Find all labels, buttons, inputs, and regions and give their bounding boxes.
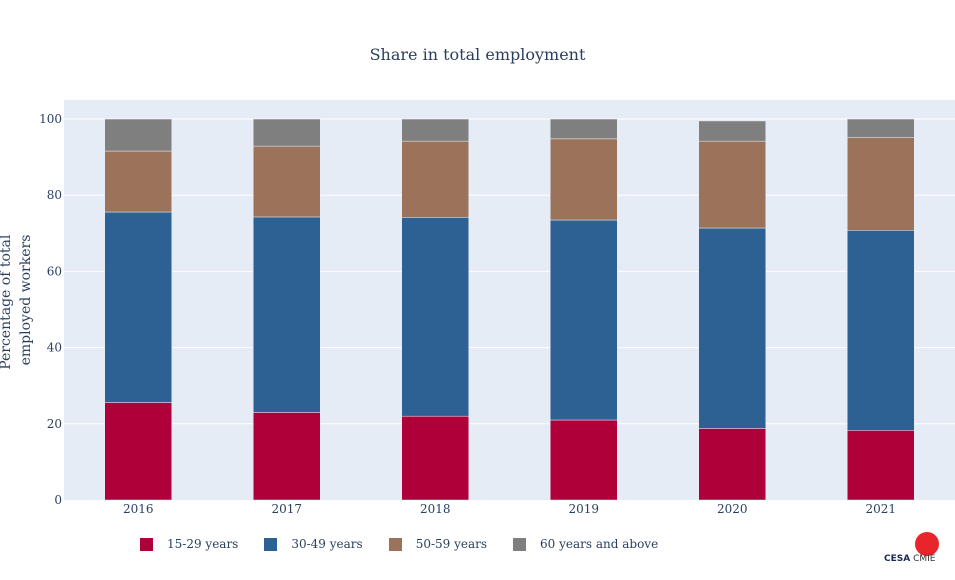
x-tick-label: 2018	[420, 502, 451, 516]
legend-swatch	[388, 537, 402, 551]
cmie-logo: CESA CMIE	[884, 530, 944, 570]
legend-swatch	[140, 537, 153, 551]
legend-swatch	[264, 537, 278, 551]
plot-area	[64, 100, 955, 500]
bar-segment[interactable]	[698, 227, 766, 429]
legend-swatch	[513, 537, 527, 551]
bar-segment[interactable]	[550, 118, 618, 140]
bar-segment[interactable]	[847, 118, 915, 138]
logo-dot-icon	[915, 532, 939, 556]
bar-segment[interactable]	[401, 415, 469, 501]
bar-segment[interactable]	[550, 138, 618, 221]
legend-label: 50-59 years	[415, 537, 488, 551]
bar-segment[interactable]	[550, 419, 618, 501]
bar-segment[interactable]	[698, 140, 766, 229]
bar-segment[interactable]	[104, 118, 172, 152]
bar-segment[interactable]	[253, 145, 321, 218]
bar-segment[interactable]	[253, 216, 321, 413]
bar-segment[interactable]	[847, 430, 915, 501]
chart-title: Share in total employment	[369, 45, 586, 64]
x-tick-labels: 2016 2017 2018 2019 2020 2021	[123, 502, 896, 516]
x-tick-label: 2019	[568, 502, 599, 516]
bars	[104, 118, 915, 501]
bar-segment[interactable]	[698, 120, 766, 142]
bar-segment[interactable]	[401, 217, 469, 417]
legend-label: 15-29 years	[167, 537, 239, 551]
bar-segment[interactable]	[253, 118, 321, 147]
y-tick-label: 100	[39, 112, 62, 126]
y-tick-label: 80	[47, 188, 62, 202]
bar-segment[interactable]	[104, 150, 172, 213]
x-tick-label: 2016	[123, 502, 154, 516]
bar-segment[interactable]	[698, 428, 766, 501]
legend-item[interactable]: 60 years and above	[513, 537, 658, 551]
bar-segment[interactable]	[104, 402, 172, 501]
bar-segment[interactable]	[104, 211, 172, 403]
legend: 15-29 years 30-49 years 50-59 years 60 year…	[140, 537, 684, 551]
y-tick-labels: 0 20 40 60 80 100	[39, 112, 62, 507]
bar-segment[interactable]	[550, 219, 618, 421]
logo-text: CESA CMIE	[884, 554, 936, 564]
x-tick-label: 2017	[271, 502, 302, 516]
bar-segment[interactable]	[847, 230, 915, 431]
bar-segment[interactable]	[401, 118, 469, 142]
bar-segment[interactable]	[401, 140, 469, 218]
y-tick-label: 0	[54, 493, 62, 507]
x-tick-label: 2021	[865, 502, 896, 516]
legend-label: 30-49 years	[291, 537, 363, 551]
legend-item[interactable]: 15-29 years	[140, 537, 238, 551]
y-tick-label: 40	[47, 341, 62, 355]
y-axis-label: Percentage of total employed workers	[0, 230, 34, 370]
y-tick-label: 60	[47, 264, 62, 278]
bar-segment[interactable]	[847, 137, 915, 231]
legend-label: 60 years and above	[540, 537, 659, 551]
y-tick-label: 20	[47, 417, 62, 431]
legend-item[interactable]: 30-49 years	[264, 537, 363, 551]
legend-item[interactable]: 50-59 years	[388, 537, 488, 551]
bar-segment[interactable]	[253, 412, 321, 501]
gridlines	[64, 118, 955, 425]
x-tick-label: 2020	[717, 502, 748, 516]
